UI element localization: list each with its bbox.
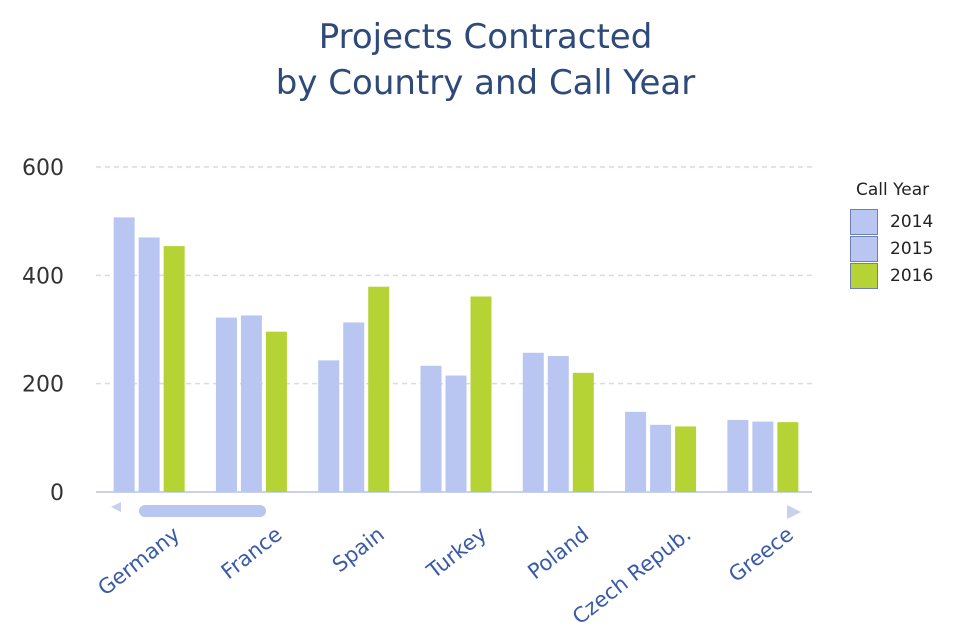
bar-2014[interactable] <box>318 360 340 492</box>
chart-title: Projects Contracted by Country and Call … <box>0 14 971 106</box>
y-tick-label: 400 <box>22 264 64 289</box>
legend-swatch <box>850 235 878 262</box>
horizontal-scrollbar[interactable] <box>111 502 801 519</box>
legend-label: 2014 <box>890 211 934 232</box>
bar-2016[interactable] <box>368 286 390 492</box>
bar-2015[interactable] <box>547 356 569 492</box>
y-tick-label: 200 <box>22 373 64 398</box>
legend: Call Year 2014 2015 2016 <box>850 180 965 289</box>
bar-2014[interactable] <box>215 317 237 492</box>
x-category-label: Spain <box>328 522 389 577</box>
bar-2014[interactable] <box>522 352 544 492</box>
bar-2014[interactable] <box>625 411 647 492</box>
legend-swatch <box>850 262 878 289</box>
scroll-thumb[interactable] <box>139 505 266 517</box>
bars <box>113 217 799 492</box>
bar-2016[interactable] <box>572 372 594 492</box>
x-category-label: Poland <box>523 522 593 584</box>
scroll-right-arrow-icon[interactable] <box>787 505 801 519</box>
bar-2015[interactable] <box>650 424 672 492</box>
bar-2015[interactable] <box>445 375 467 492</box>
bar-2016[interactable] <box>777 422 799 492</box>
x-category-label: Germany <box>93 522 184 600</box>
y-axis-ticks: 0 200 400 600 <box>22 156 64 506</box>
chart-title-line-1: Projects Contracted <box>318 17 653 57</box>
bar-2014[interactable] <box>113 217 135 492</box>
bar-2015[interactable] <box>752 421 774 492</box>
y-tick-label: 0 <box>50 481 64 506</box>
legend-label: 2015 <box>890 238 934 259</box>
bar-2015[interactable] <box>138 237 160 492</box>
bar-2014[interactable] <box>420 365 442 492</box>
bar-2015[interactable] <box>343 322 365 492</box>
legend-item-2015[interactable]: 2015 <box>850 235 965 262</box>
x-category-label: Greece <box>724 522 798 587</box>
chart-title-line-2: by Country and Call Year <box>275 63 696 103</box>
bar-2015[interactable] <box>240 315 262 492</box>
legend-label: 2016 <box>890 265 934 286</box>
legend-title: Call Year <box>856 180 930 200</box>
bar-2016[interactable] <box>163 246 185 492</box>
x-category-label: France <box>217 522 287 584</box>
legend-item-2016[interactable]: 2016 <box>850 262 965 289</box>
bar-2014[interactable] <box>727 419 749 492</box>
legend-swatch <box>850 208 878 235</box>
legend-item-2014[interactable]: 2014 <box>850 208 965 235</box>
bar-2016[interactable] <box>675 426 697 492</box>
scroll-left-arrow-icon[interactable] <box>111 502 121 512</box>
y-tick-label: 600 <box>22 156 64 181</box>
x-category-label: Turkey <box>422 522 491 584</box>
bar-2016[interactable] <box>265 331 287 492</box>
bar-2016[interactable] <box>470 296 492 492</box>
